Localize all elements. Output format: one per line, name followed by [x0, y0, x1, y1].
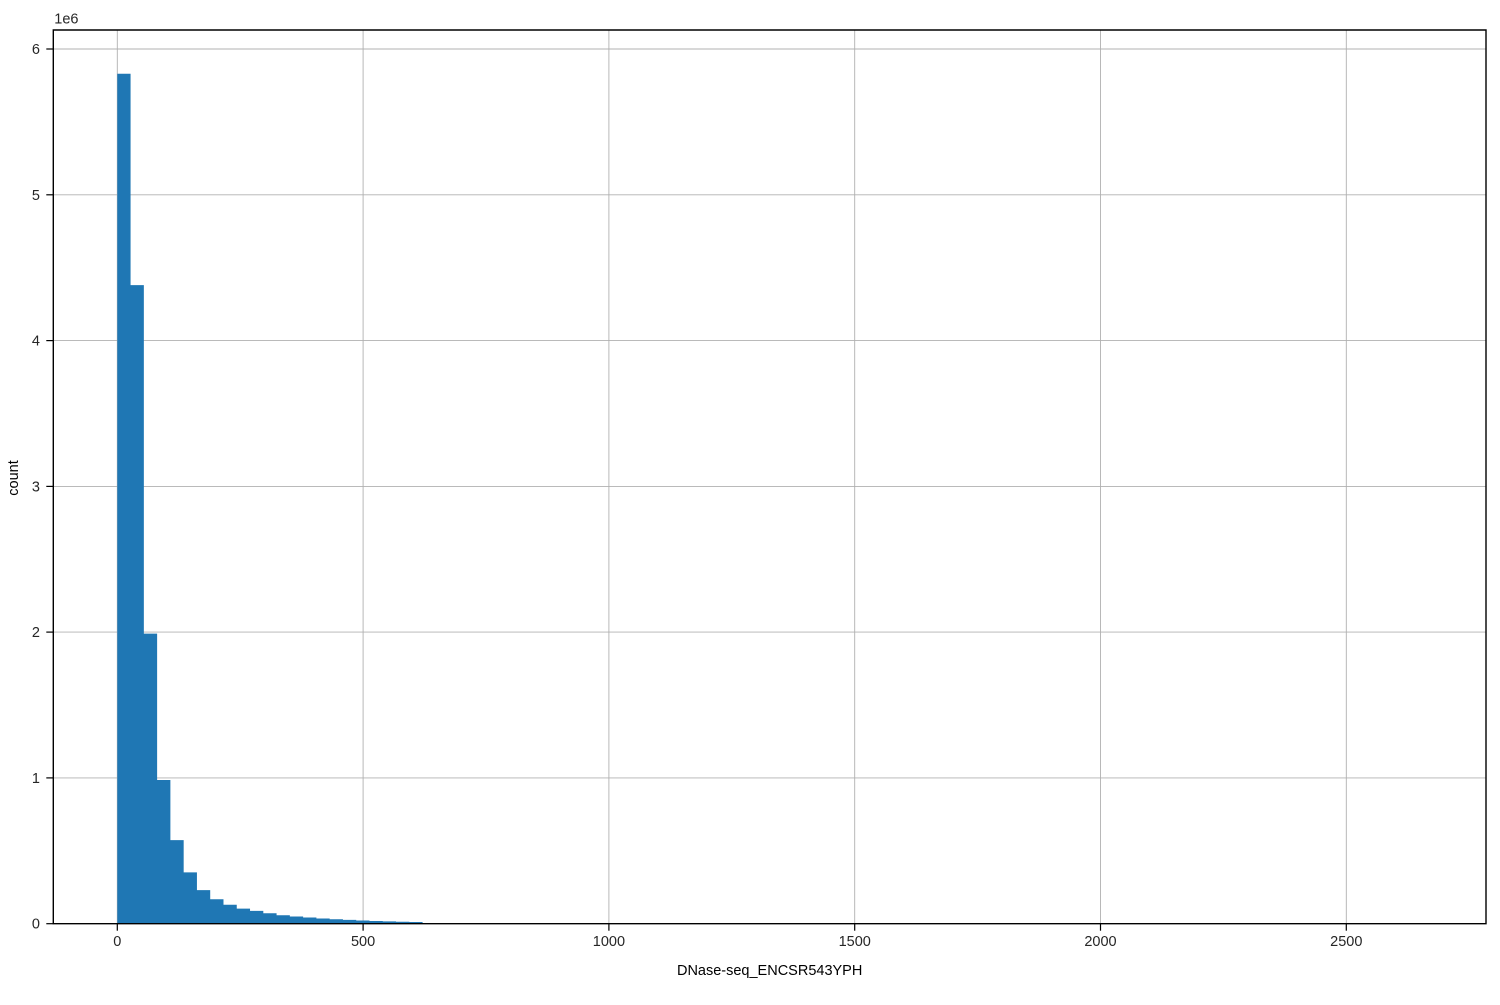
svg-text:2000: 2000	[1084, 934, 1116, 950]
svg-text:count: count	[6, 460, 22, 495]
svg-text:0: 0	[113, 934, 121, 950]
svg-text:1e6: 1e6	[54, 11, 78, 27]
svg-text:3: 3	[32, 479, 40, 495]
svg-text:0: 0	[32, 917, 40, 933]
svg-text:1500: 1500	[839, 934, 871, 950]
svg-text:2500: 2500	[1330, 934, 1362, 950]
svg-text:1000: 1000	[593, 934, 625, 950]
svg-text:6: 6	[32, 42, 40, 58]
svg-text:1: 1	[32, 771, 40, 787]
svg-text:500: 500	[351, 934, 375, 950]
svg-text:DNase-seq_ENCSR543YPH: DNase-seq_ENCSR543YPH	[677, 963, 862, 979]
svg-text:2: 2	[32, 625, 40, 641]
svg-text:5: 5	[32, 188, 40, 204]
svg-text:4: 4	[32, 334, 40, 350]
